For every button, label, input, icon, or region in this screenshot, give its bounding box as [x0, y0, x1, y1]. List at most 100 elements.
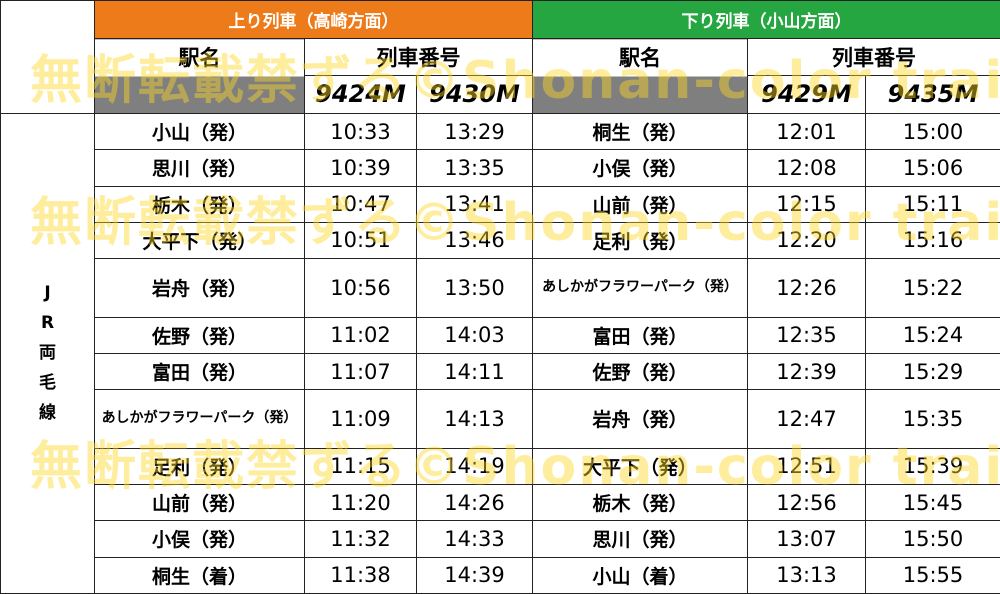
table-row: 足利（発） 11:15 14:19 大平下（発） 12:51 15:39 [1, 447, 1000, 485]
table-row: 岩舟（発） 10:56 13:50 あしかがフラワーパーク（発） 12:26 15:22 [1, 258, 1000, 318]
line-name-char: 毛 [39, 373, 56, 394]
up-train-number-header: 列車番号 [304, 38, 533, 76]
up-station: 山前（発） [94, 483, 305, 522]
up-station-column-header: 駅名 [94, 38, 305, 114]
up-station: 大平下（発） [94, 221, 305, 260]
direction-header-row: 上り列車（高崎方面） 下り列車（小山方面） [0, 0, 1000, 114]
down-time-2: 15:45 [865, 483, 1000, 522]
up-time-1: 11:15 [304, 447, 417, 485]
up-time-2: 13:29 [416, 112, 533, 151]
down-station: 佐野（発） [532, 352, 748, 391]
down-station: 小俣（発） [532, 149, 748, 187]
down-station: 小山（着） [532, 556, 748, 594]
up-time-2: 13:50 [416, 258, 533, 318]
down-time-1: 12:01 [747, 112, 866, 151]
down-station: 大平下（発） [532, 447, 748, 485]
table-row: 佐野（発） 11:02 14:03 富田（発） 12:35 15:24 [1, 316, 1000, 354]
up-time-1: 10:51 [304, 221, 417, 260]
table-row: 桐生（着） 11:38 14:39 小山（着） 13:13 15:55 [1, 556, 1000, 594]
down-time-2: 15:35 [865, 389, 1000, 449]
train-number: 9429M [747, 74, 866, 114]
up-station: 桐生（着） [94, 556, 305, 594]
up-time-1: 11:20 [304, 483, 417, 522]
up-time-2: 14:13 [416, 389, 533, 449]
down-station: 山前（発） [532, 185, 748, 223]
down-time-1: 12:39 [747, 352, 866, 391]
up-direction-header: 上り列車（高崎方面） [94, 0, 533, 40]
up-station: 富田（発） [94, 352, 305, 391]
up-time-1: 11:32 [304, 520, 417, 558]
up-time-1: 10:47 [304, 185, 417, 223]
down-time-2: 15:22 [865, 258, 1000, 318]
table-row: 大平下（発） 10:51 13:46 足利（発） 12:20 15:16 [1, 221, 1000, 260]
table-row: 栃木（発） 10:47 13:41 山前（発） 12:15 15:11 [1, 185, 1000, 223]
table-row: J R 両毛線小山（発） 10:33 13:29 桐生（発） 12:01 15:00 [0, 112, 1000, 594]
down-station-column-header: 駅名 [532, 38, 748, 114]
down-station: あしかがフラワーパーク（発） [532, 258, 748, 318]
down-time-1: 12:08 [747, 149, 866, 187]
table-row: 富田（発） 11:07 14:11 佐野（発） 12:39 15:29 [1, 352, 1000, 391]
up-time-1: 11:38 [304, 556, 417, 594]
down-time-1: 12:15 [747, 185, 866, 223]
up-station: 思川（発） [94, 149, 305, 187]
up-time-1: 10:39 [304, 149, 417, 187]
train-number: 9430M [416, 74, 533, 114]
down-station: 栃木（発） [532, 483, 748, 522]
table-row: あしかがフラワーパーク（発） 11:09 14:13 岩舟（発） 12:47 15:35 [1, 389, 1000, 449]
up-time-1: 11:02 [304, 316, 417, 354]
table-row: 小俣（発） 11:32 14:33 思川（発） 13:07 15:50 [1, 520, 1000, 558]
column-header-row: 駅名 列車番号 駅名 列車番号 [1, 38, 1000, 114]
up-time-1: 10:56 [304, 258, 417, 318]
down-time-2: 15:11 [865, 185, 1000, 223]
up-time-2: 14:33 [416, 520, 533, 558]
up-time-2: 14:03 [416, 316, 533, 354]
down-time-2: 15:29 [865, 352, 1000, 391]
up-station: 佐野（発） [94, 316, 305, 354]
down-time-1: 12:35 [747, 316, 866, 354]
table-row: 山前（発） 11:20 14:26 栃木（発） 12:56 15:45 [1, 483, 1000, 522]
down-station: 足利（発） [532, 221, 748, 260]
down-time-1: 12:51 [747, 447, 866, 485]
up-time-2: 14:11 [416, 352, 533, 391]
down-time-1: 13:13 [747, 556, 866, 594]
down-time-1: 13:07 [747, 520, 866, 558]
up-time-2: 13:35 [416, 149, 533, 187]
up-station: 栃木（発） [94, 185, 305, 223]
down-time-2: 15:50 [865, 520, 1000, 558]
line-name-char: 線 [39, 403, 56, 424]
down-station: 富田（発） [532, 316, 748, 354]
up-time-2: 14:39 [416, 556, 533, 594]
down-time-1: 12:47 [747, 389, 866, 449]
table-row: 思川（発） 10:39 13:35 小俣（発） 12:08 15:06 [1, 149, 1000, 187]
up-station: 足利（発） [94, 447, 305, 485]
down-direction-header: 下り列車（小山方面） [532, 0, 1000, 40]
line-name-char: R [40, 313, 55, 334]
line-name-char: 両 [39, 343, 56, 364]
line-name-char: J [44, 283, 51, 304]
down-station: 桐生（発） [532, 112, 748, 151]
up-time-2: 14:26 [416, 483, 533, 522]
up-station: 岩舟（発） [94, 258, 305, 318]
down-time-2: 15:16 [865, 221, 1000, 260]
up-time-2: 13:46 [416, 221, 533, 260]
down-time-2: 15:06 [865, 149, 1000, 187]
up-time-2: 13:41 [416, 185, 533, 223]
up-time-1: 10:33 [304, 112, 417, 151]
up-station: 小山（発） [94, 112, 305, 151]
down-time-2: 15:55 [865, 556, 1000, 594]
down-time-1: 12:20 [747, 221, 866, 260]
down-time-1: 12:56 [747, 483, 866, 522]
up-station: 小俣（発） [94, 520, 305, 558]
up-time-1: 11:07 [304, 352, 417, 391]
down-time-2: 15:39 [865, 447, 1000, 485]
down-time-2: 15:24 [865, 316, 1000, 354]
up-station: あしかがフラワーパーク（発） [94, 389, 305, 449]
up-time-1: 11:09 [304, 389, 417, 449]
corner-cell [0, 0, 95, 114]
train-number: 9435M [865, 74, 1000, 114]
up-time-2: 14:19 [416, 447, 533, 485]
down-time-2: 15:00 [865, 112, 1000, 151]
train-number: 9424M [304, 74, 417, 114]
